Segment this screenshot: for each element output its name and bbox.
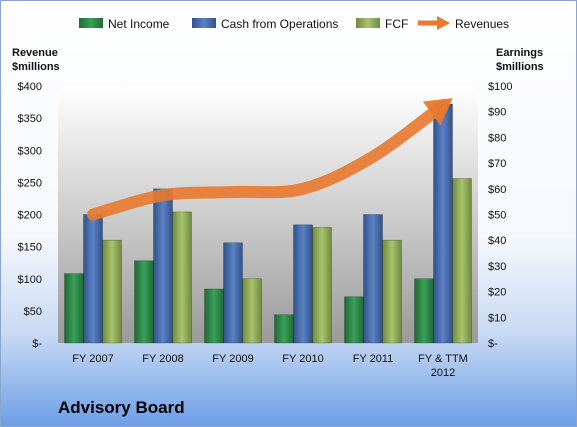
right-tick-label: $80: [488, 132, 506, 144]
bar-net-income-fy-2010: [274, 314, 294, 344]
bar-cash-from-operations-fy-2007: [83, 214, 103, 344]
left-tick-label: $200: [18, 210, 42, 222]
x-axis-labels: FY 2007 FY 2008 FY 2009 FY 2010 FY 2011 FY & …: [72, 353, 468, 379]
left-tick-label: $50: [24, 306, 42, 318]
bar-fcf-fy-2010: [312, 227, 332, 344]
bar-cash-from-operations-fy-2009: [223, 242, 243, 344]
left-axis-ticks: $- $50 $100 $150 $200 $250 $300 $350 $400: [18, 81, 43, 350]
x-tick-label: FY 2007: [72, 353, 113, 365]
legend-label-net-income: Net Income: [108, 17, 170, 31]
x-tick-label: FY 2009: [212, 353, 253, 365]
bar-net-income-fy-2007: [64, 273, 84, 344]
right-tick-label: $100: [488, 81, 512, 93]
left-tick-label: $400: [18, 81, 42, 93]
x-tick-label: FY 2011: [353, 353, 394, 365]
legend-label-revenues: Revenues: [455, 17, 509, 31]
left-tick-label: $-: [32, 338, 42, 350]
left-tick-label: $100: [18, 274, 42, 286]
right-axis-title-line2: $millions: [496, 61, 544, 73]
bar-cash-from-operations-fy-2011: [363, 214, 383, 344]
left-tick-label: $350: [18, 113, 42, 125]
right-tick-label: $90: [488, 107, 506, 119]
bar-net-income-fy-ttm-2012: [414, 278, 434, 344]
bar-fcf-fy-2007: [102, 239, 122, 344]
left-tick-label: $250: [18, 177, 42, 189]
bar-net-income-fy-2011: [344, 296, 364, 344]
right-tick-label: $-: [488, 338, 498, 350]
chart-title: Advisory Board: [58, 398, 185, 417]
bar-cash-from-operations-fy-2010: [293, 224, 313, 344]
bar-fcf-fy-2011: [382, 239, 402, 344]
x-tick-label: FY & TTM 2012: [418, 353, 468, 379]
x-tick-label: FY 2010: [282, 353, 323, 365]
right-tick-label: $20: [488, 287, 506, 299]
legend: Net Income Cash from Operations FCF Reve…: [79, 16, 509, 31]
left-tick-label: $150: [18, 242, 42, 254]
left-tick-label: $300: [18, 145, 42, 157]
x-tick-label: FY 2008: [142, 353, 183, 365]
legend-label-fcf: FCF: [385, 17, 408, 31]
right-tick-label: $50: [488, 210, 506, 222]
right-tick-label: $70: [488, 158, 506, 170]
bar-net-income-fy-2009: [204, 288, 224, 344]
right-tick-label: $10: [488, 312, 506, 324]
bars-layer: [64, 103, 472, 344]
legend-arrow-revenues: [437, 16, 450, 30]
legend-swatch-cash-from-operations: [192, 18, 216, 28]
right-axis-ticks: $- $10 $20 $30 $40 $50 $60 $70 $80 $90 $100: [488, 81, 512, 350]
legend-label-cash-from-operations: Cash from Operations: [221, 17, 338, 31]
bar-fcf-fy-2008: [172, 211, 192, 344]
revenues-arrowhead: [422, 98, 453, 126]
legend-swatch-net-income: [79, 18, 103, 28]
left-axis-title-line1: Revenue: [12, 47, 58, 59]
bar-cash-from-operations-fy-ttm-2012: [433, 103, 453, 344]
bar-net-income-fy-2008: [134, 260, 154, 344]
left-axis-title-line2: $millions: [12, 61, 60, 73]
bar-fcf-fy-2009: [242, 278, 262, 344]
right-tick-label: $60: [488, 184, 506, 196]
bar-fcf-fy-ttm-2012: [452, 178, 472, 344]
revenues-line-layer: [87, 98, 453, 221]
bar-cash-from-operations-fy-2008: [153, 188, 173, 344]
right-tick-label: $30: [488, 261, 506, 273]
right-axis-title-line1: Earnings: [496, 47, 543, 59]
legend-swatch-fcf: [356, 18, 380, 28]
right-tick-label: $40: [488, 235, 506, 247]
revenues-line: [87, 99, 449, 221]
